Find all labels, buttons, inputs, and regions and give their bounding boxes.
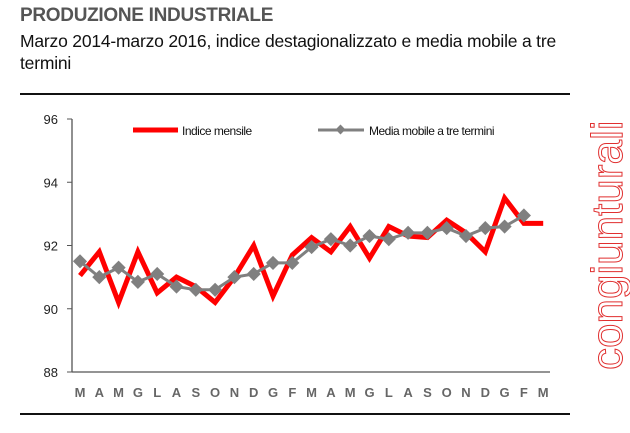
x-tick-label: L [385,385,393,400]
series-marker [92,270,107,285]
series-marker [227,270,242,285]
series-marker [381,232,396,247]
legend-label-0: Indice mensile [182,124,253,138]
x-tick-label: F [288,385,296,400]
y-tick-label: 92 [44,239,58,254]
series-marker [478,221,493,236]
x-tick-label: O [442,385,452,400]
x-tick-label: G [364,385,374,400]
y-tick-label: 88 [44,365,58,380]
series-marker [265,255,281,270]
x-tick-label: S [423,385,432,400]
x-tick-label: A [172,385,182,400]
series-marker [285,255,300,270]
title: PRODUZIONE INDUSTRIALE [20,5,274,26]
x-tick-label: M [113,385,124,400]
series-marker [323,232,338,247]
series-marker [72,254,88,269]
bottom-rule [20,413,570,415]
x-tick-label: M [306,385,317,400]
series-marker [362,228,377,244]
x-tick-label: F [520,385,528,400]
x-tick-label: G [133,385,143,400]
x-tick-label: A [403,385,413,400]
y-tick-label: 90 [44,302,58,317]
series-marker [304,240,319,255]
y-tick-label: 94 [44,175,58,190]
series-marker [458,228,474,244]
x-tick-label: N [461,385,470,400]
series-marker [420,225,435,240]
x-tick-label: D [481,385,490,400]
x-tick-label: M [345,385,356,400]
x-tick-label: L [153,385,161,400]
x-tick-label: G [500,385,510,400]
series-marker [401,225,416,240]
series-marker [497,219,512,234]
x-tick-label: N [230,385,239,400]
series-marker [516,208,531,223]
x-tick-label: S [191,385,200,400]
series-marker [111,260,126,275]
y-tick-label: 96 [44,112,58,127]
series-marker [246,266,261,282]
x-tick-label: M [75,385,86,400]
legend-label-1: Media mobile a tre termini [369,124,494,138]
series-marker [150,266,165,282]
series-marker [188,282,203,297]
x-tick-label: A [95,385,105,400]
legend-marker-1 [335,124,346,135]
x-tick-label: G [268,385,278,400]
series-marker [343,238,358,253]
series-marker [439,221,454,236]
subtitle: Marzo 2014-marzo 2016, indice destagiona… [20,31,557,73]
series-marker [208,282,223,297]
x-tick-label: A [326,385,336,400]
top-rule [20,93,570,95]
x-tick-label: O [210,385,220,400]
series-marker [169,279,184,294]
x-tick-label: D [249,385,258,400]
x-tick-label: M [538,385,549,400]
series-marker [130,274,145,289]
